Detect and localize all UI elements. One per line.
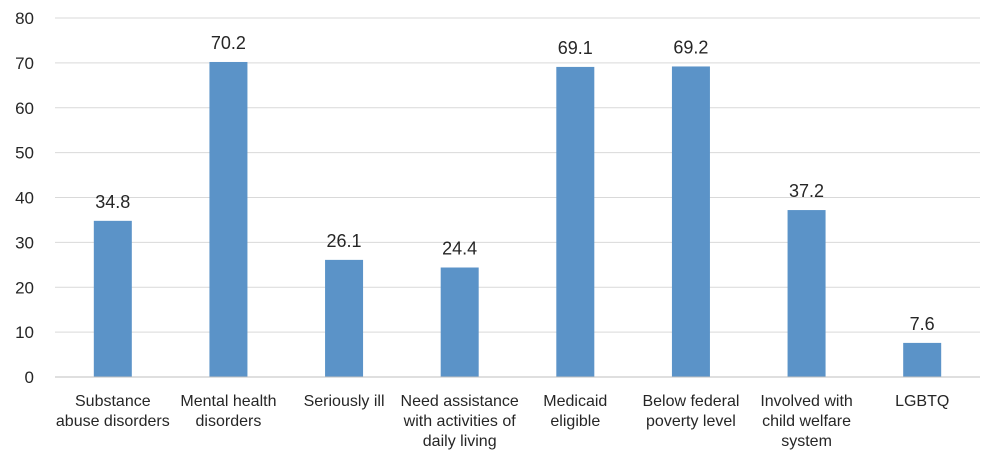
category-label-line: abuse disorders [56,413,170,430]
category-label-line: Mental health [180,393,276,410]
y-tick-label: 10 [15,323,34,342]
y-tick-label: 80 [15,9,34,28]
bar [93,220,132,377]
y-tick-label: 70 [15,54,34,73]
y-tick-label: 40 [15,189,34,208]
data-label: 69.1 [558,38,593,58]
y-tick-label: 0 [25,368,34,387]
gridlines [55,17,980,333]
y-axis-tick-labels: 0 10 20 30 40 50 60 70 80 [15,9,34,387]
category-label: Mental health disorders [180,393,276,430]
category-label-line: poverty level [646,413,736,430]
category-label: LGBTQ [895,393,949,410]
category-label: Seriously ill [304,393,385,410]
category-label: Involved with child welfare system [760,393,853,450]
category-label-line: child welfare [762,413,851,430]
category-label-line: Medicaid [543,393,607,410]
bar [671,66,710,377]
bar [209,61,248,377]
y-tick-label: 20 [15,278,34,297]
category-label-line: with activities of [403,413,517,430]
bar [325,259,364,377]
category-label-line: Below federal [642,393,739,410]
category-label-line: LGBTQ [895,393,949,410]
data-label: 26.1 [327,231,362,251]
category-label-line: disorders [196,413,262,430]
y-tick-label: 30 [15,233,34,252]
category-label-line: eligible [550,413,600,430]
category-label: Need assistance with activities of daily l… [401,393,519,450]
data-label: 7.6 [910,314,935,334]
data-label: 69.2 [673,37,708,57]
data-label: 34.8 [95,192,130,212]
y-tick-label: 60 [15,99,34,118]
bar [787,210,826,377]
category-label-line: Involved with [760,393,853,410]
bar [556,66,595,377]
bars [93,61,942,377]
data-labels: 34.8 70.2 26.1 24.4 69.1 69.2 37.2 7.6 [95,33,934,334]
bar [903,342,942,377]
y-tick-label: 50 [15,144,34,163]
data-label: 24.4 [442,239,477,259]
category-label: Medicaid eligible [543,393,607,430]
category-label-line: daily living [423,433,497,450]
category-label: Below federal poverty level [642,393,739,430]
category-labels: Substance abuse disorders Mental health dis… [56,393,949,450]
category-label: Substance abuse disorders [56,393,170,430]
category-label-line: system [781,433,832,450]
category-label-line: Substance [75,393,151,410]
category-label-line: Seriously ill [304,393,385,410]
data-label: 70.2 [211,33,246,53]
category-label-line: Need assistance [401,393,519,410]
data-label: 37.2 [789,181,824,201]
bar [440,267,479,377]
